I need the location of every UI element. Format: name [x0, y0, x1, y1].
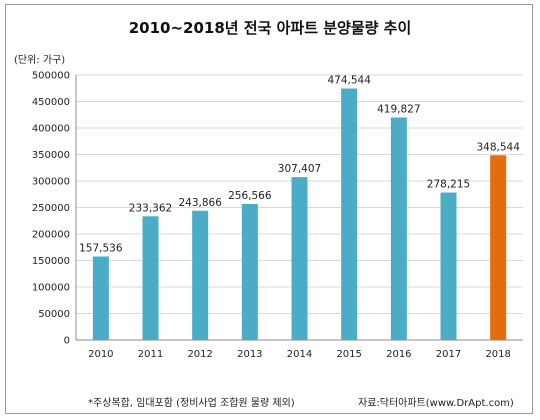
x-tick-label: 2012 [187, 349, 212, 360]
bar-2013 [241, 204, 258, 340]
chart-frame: 2010~2018년 전국 아파트 분양물량 추이 (단위: 가구) 0 5000… [5, 4, 533, 414]
bar-2018 [490, 155, 507, 340]
y-tick-label: 250000 [32, 203, 70, 214]
bar-2015 [341, 88, 358, 341]
source-note: 자료:닥터아파트(www.DrApt.com) [358, 398, 514, 409]
x-tick-label: 2018 [485, 349, 510, 360]
x-tick-label: 2013 [237, 349, 262, 360]
data-label-2011: 233,362 [129, 202, 172, 214]
data-label-2017: 278,215 [427, 179, 470, 191]
x-tick-label: 2016 [386, 349, 411, 360]
chart-title: 2010~2018년 전국 아파트 분양물량 추이 [128, 19, 412, 37]
bar-2011 [142, 216, 159, 340]
bar-2016 [390, 117, 407, 340]
data-label-2016: 419,827 [377, 103, 420, 115]
y-tick-label: 350000 [32, 150, 70, 161]
bar-2014 [291, 177, 308, 340]
y-tick-label: 450000 [32, 97, 70, 108]
y-tick-label: 50000 [38, 309, 70, 320]
data-label-2013: 256,566 [228, 190, 272, 202]
bar-2010 [92, 256, 109, 340]
bar-2012 [192, 210, 209, 340]
y-tick-label: 100000 [32, 283, 70, 294]
x-tick-label: 2017 [436, 349, 461, 360]
y-tick-label: 150000 [32, 256, 70, 267]
unit-label: (단위: 가구) [14, 55, 66, 66]
x-tick-label: 2011 [138, 349, 163, 360]
bar-2017 [440, 192, 457, 340]
x-tick-label: 2015 [336, 349, 361, 360]
y-tick-label: 400000 [32, 124, 70, 135]
footnote: *주상복합, 임대포함 (정비사업 조합원 물량 제외) [88, 398, 295, 409]
y-tick-label: 200000 [32, 230, 70, 241]
bar-chart: 0 50000 100000 150000 200000 250000 300000 3500… [32, 71, 523, 360]
y-tick-label: 0 [64, 336, 70, 347]
x-tick-label: 2010 [88, 349, 113, 360]
data-label-2010: 157,536 [79, 243, 123, 255]
x-tick-label: 2014 [287, 349, 312, 360]
data-label-2014: 307,407 [278, 163, 321, 175]
y-tick-label: 300000 [32, 177, 70, 188]
data-label-2018: 348,544 [476, 141, 520, 153]
data-label-2012: 243,866 [178, 197, 222, 209]
data-label-2015: 474,544 [327, 74, 371, 86]
y-tick-label: 500000 [32, 71, 70, 82]
